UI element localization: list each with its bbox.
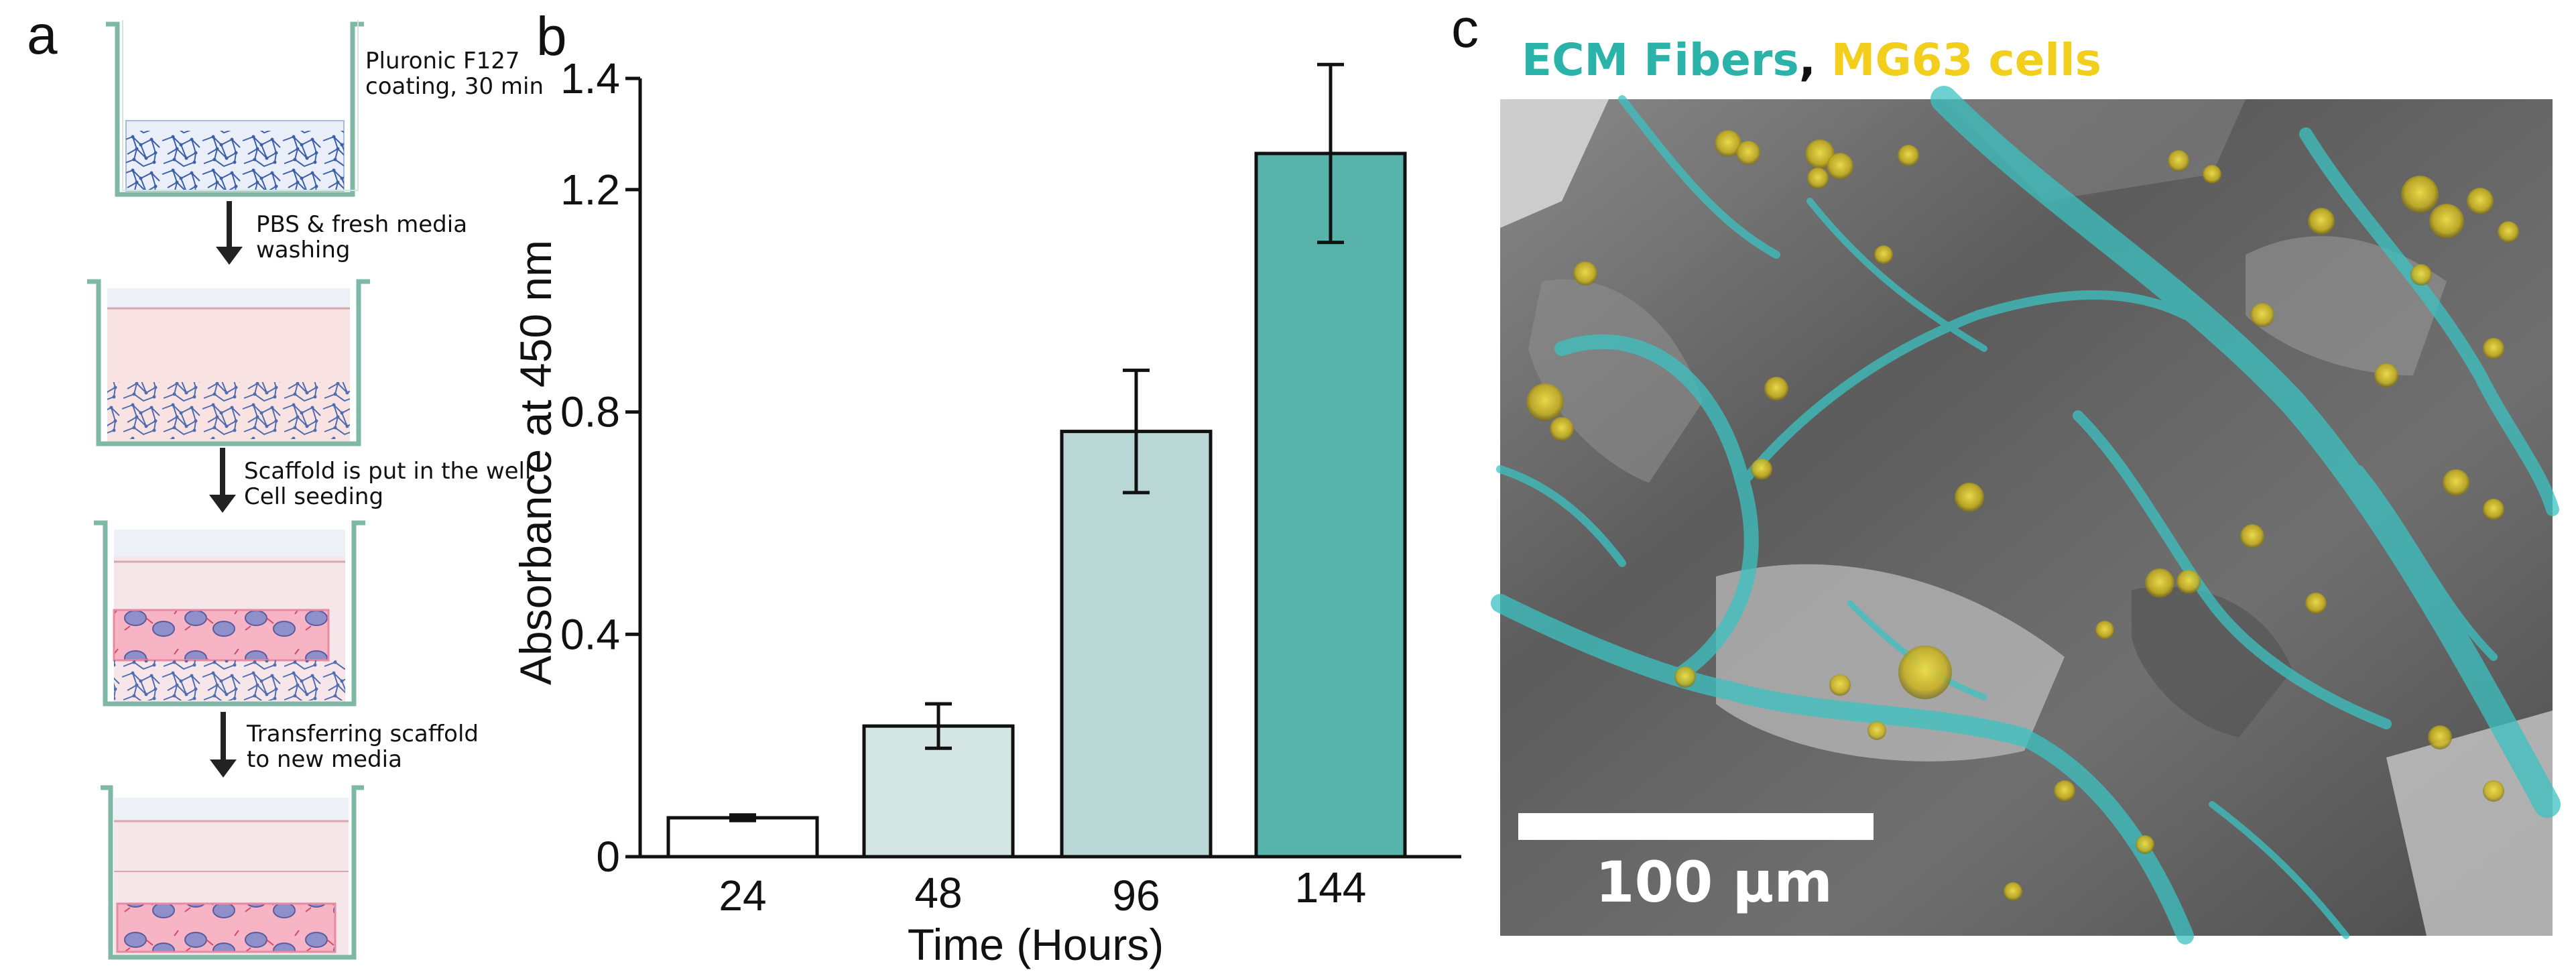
bar [1060,430,1213,859]
x-axis-title: Time (Hours) [908,920,1164,969]
sem-image: 100 µm [1491,86,2561,944]
y-axis-title: Absorbance at 450 nm [511,240,560,685]
x-tick-label: 24 [719,871,766,920]
panel-letter-b: b [536,6,567,67]
step-1-label: Pluronic F127 coating, 30 min [365,48,544,100]
y-tick-label: 0 [596,833,620,881]
panel-a-schematic: a Pluronic F127 coating, 30 min PBS & fr… [27,5,544,960]
arrow-down-icon [210,712,237,778]
arrow-down-icon [216,201,243,265]
well-2 [87,279,370,446]
well-3 [94,520,365,707]
ecm-fibers [1491,86,2561,944]
arrow-down-icon [209,448,236,513]
well-4 [101,785,364,960]
panel-letter-a: a [27,5,58,66]
panel-c-micrograph: c ECM Fibers, MG63 cells [1451,0,2561,944]
bar-chart: 0 0.4 0.8 1.2 1.4 24 48 96 144 Time (Hours) Absorb… [511,54,1461,969]
mg63-cells [1526,130,2519,901]
panel-b-chart: b 0 0.4 0.8 1.2 1.4 24 48 96 144 Time (Hours) Abso… [511,6,1461,969]
panel-letter-c: c [1451,0,1479,59]
step-2-label: PBS & fresh media washing [256,211,475,263]
legend-mg63-cells: MG63 cells [1831,34,2101,86]
step-3-label: Scaffold is put in the well Cell seeding [244,458,538,510]
bar [1254,151,1407,859]
scale-bar [1518,813,1874,840]
y-tick-label: 1.4 [560,54,620,103]
y-tick-label: 0.8 [560,388,620,436]
x-tick-label: 96 [1112,871,1160,920]
micrograph-legend: ECM Fibers, MG63 cells [1522,34,2101,86]
y-tick-label: 1.2 [560,166,620,214]
bar [666,816,819,859]
scale-bar-label: 100 µm [1595,849,1833,915]
well-1 [106,20,364,197]
x-tick-label: 48 [914,869,962,917]
x-tick-label: 144 [1295,863,1367,912]
legend-ecm-fibers: ECM Fibers [1522,34,1799,86]
step-4-label: Transferring scaffold to new media [246,721,486,773]
y-tick-label: 0.4 [560,610,620,658]
legend-separator: , [1799,34,1831,86]
